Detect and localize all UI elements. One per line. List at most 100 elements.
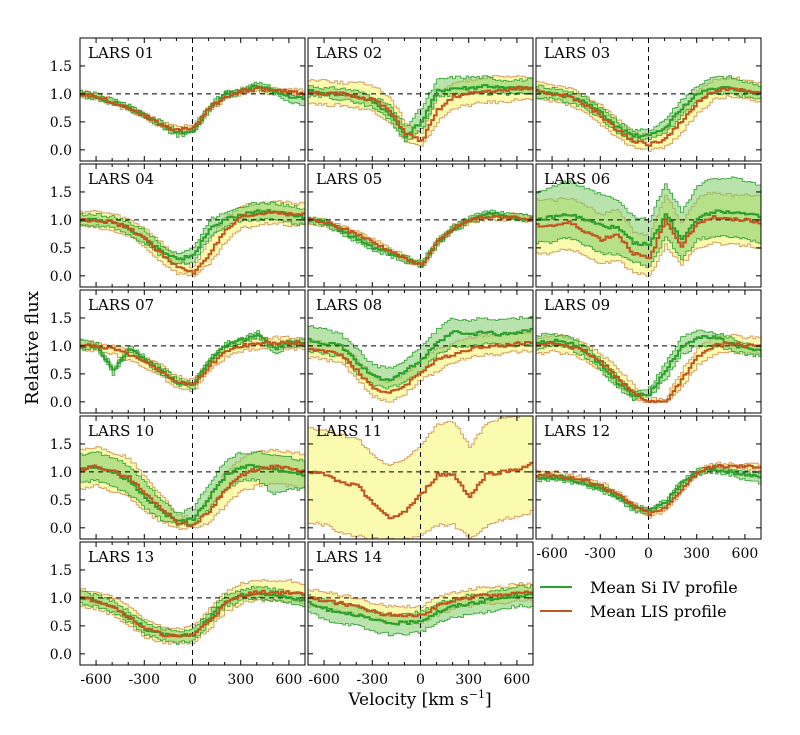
- siiv-mean-line: [536, 467, 761, 512]
- x-tick-label: 0: [188, 672, 197, 688]
- lis-mean-line: [536, 87, 761, 147]
- x-axis-label-exponent: −1: [469, 688, 485, 701]
- panel: 0.0 0.5 1.0 1.5 LARS 07: [50, 289, 306, 414]
- y-tick-label: 0.5: [50, 493, 72, 509]
- panel: 0.0 0.5 1.0 1.5 LARS 01: [50, 37, 306, 162]
- panel-label: LARS 14: [316, 548, 382, 566]
- y-tick-label: 1.0: [50, 213, 72, 229]
- panel-plot-area: [308, 290, 533, 413]
- panel-label: LARS 03: [544, 44, 610, 62]
- panel-label: LARS 12: [544, 422, 610, 440]
- panel-label: LARS 07: [88, 296, 154, 314]
- y-tick-label: 1.5: [50, 59, 72, 75]
- legend-siiv-label: Mean Si IV profile: [590, 578, 738, 597]
- panel-plot-area: [80, 164, 305, 287]
- siiv-band: [80, 330, 305, 390]
- x-tick-label: 300: [683, 546, 710, 562]
- panel-plot-area: [536, 164, 761, 287]
- y-tick-label: 0.5: [50, 115, 72, 131]
- x-tick-label: -300: [129, 672, 160, 688]
- panel-label: LARS 08: [316, 296, 382, 314]
- y-tick-label: 1.0: [50, 87, 72, 103]
- lis-mean-line: [308, 590, 533, 618]
- x-tick-label: 300: [455, 672, 482, 688]
- y-tick-label: 0.0: [50, 143, 72, 159]
- panel: 0.0 0.5 1.0 1.5 LARS 10: [50, 415, 306, 540]
- panel-plot-area: [308, 416, 533, 539]
- siiv-band: [80, 201, 305, 265]
- x-tick-label: 600: [732, 546, 759, 562]
- y-tick-label: 1.0: [50, 591, 72, 607]
- lis-mean-line: [536, 341, 761, 404]
- lis-mean-line: [80, 210, 305, 275]
- panel-label: LARS 11: [316, 422, 382, 440]
- x-tick-label: 0: [644, 546, 653, 562]
- y-tick-label: 1.5: [50, 311, 72, 327]
- lis-mean-line: [80, 589, 305, 638]
- lis-mean-line: [536, 215, 761, 260]
- legend: Mean Si IV profile Mean LIS profile: [540, 578, 738, 621]
- panel-label: LARS 13: [88, 548, 154, 566]
- y-tick-label: 0.0: [50, 647, 72, 663]
- y-tick-label: 0.0: [50, 269, 72, 285]
- panel-label: LARS 04: [88, 170, 154, 188]
- y-tick-label: 1.0: [50, 339, 72, 355]
- panel: -600 -300 0 300 600 LARS 14: [307, 541, 534, 688]
- x-tick-label: -600: [80, 672, 111, 688]
- lis-band: [308, 416, 533, 539]
- panel-plot-area: [80, 416, 305, 539]
- panel-plot-area: [536, 416, 761, 539]
- x-tick-label: 300: [227, 672, 254, 688]
- y-tick-label: 0.0: [50, 521, 72, 537]
- panel-label: LARS 05: [316, 170, 382, 188]
- lis-mean-line: [80, 464, 305, 527]
- panel: LARS 11: [307, 415, 534, 540]
- panel: LARS 03: [535, 37, 762, 162]
- x-axis-label: Velocity [km s−1]: [347, 688, 491, 710]
- panel-label: LARS 02: [316, 44, 382, 62]
- x-tick-label: -300: [357, 672, 388, 688]
- x-tick-label: 0: [416, 672, 425, 688]
- siiv-mean-line: [308, 327, 533, 382]
- lis-mean-line: [536, 464, 761, 517]
- x-tick-label: 600: [276, 672, 303, 688]
- panel-plot-area: [536, 290, 761, 413]
- x-axis-label-end: ]: [485, 690, 492, 710]
- lis-mean-line: [308, 85, 533, 143]
- panel-label: LARS 09: [544, 296, 610, 314]
- panel: -600 -300 0 300 600 LARS 12: [535, 415, 762, 562]
- panel: LARS 05: [307, 163, 534, 288]
- legend-lis-label: Mean LIS profile: [590, 602, 727, 621]
- siiv-mean-line: [308, 593, 533, 626]
- y-tick-label: 1.0: [50, 465, 72, 481]
- panel: LARS 09: [535, 289, 762, 414]
- siiv-mean-line: [536, 209, 761, 247]
- y-axis-label: Relative flux: [22, 291, 43, 405]
- panel: LARS 02: [307, 37, 534, 162]
- lis-mean-line: [308, 214, 533, 266]
- y-tick-label: 1.5: [50, 563, 72, 579]
- panel-plot-area: [536, 38, 761, 161]
- panel-plot-area: [80, 290, 305, 413]
- y-tick-label: 0.5: [50, 619, 72, 635]
- panel-plot-area: [308, 164, 533, 287]
- siiv-band: [308, 584, 533, 637]
- siiv-band: [80, 450, 305, 527]
- panel-plot-area: [308, 542, 533, 665]
- lis-mean-line: [308, 341, 533, 394]
- panel-label: LARS 10: [88, 422, 154, 440]
- panel-plot-area: [308, 38, 533, 161]
- y-tick-label: 0.5: [50, 241, 72, 257]
- panel-plot-area: [80, 542, 305, 665]
- panel: LARS 06: [535, 163, 762, 288]
- panel-label: LARS 06: [544, 170, 610, 188]
- panel: 0.0 0.5 1.0 1.5 -600 -300 0 300 600 LARS 13: [50, 541, 306, 688]
- panel: 0.0 0.5 1.0 1.5 LARS 04: [50, 163, 306, 288]
- x-tick-label: 600: [504, 672, 531, 688]
- panel-plot-area: [80, 38, 305, 161]
- panel-label: LARS 01: [88, 44, 154, 62]
- panel: LARS 08: [307, 289, 534, 414]
- panel-grid: 0.0 0.5 1.0 1.5 LARS 01 LARS 02 LARS 03 0.0 0.5 1…: [50, 37, 762, 688]
- lis-mean-line: [308, 461, 533, 520]
